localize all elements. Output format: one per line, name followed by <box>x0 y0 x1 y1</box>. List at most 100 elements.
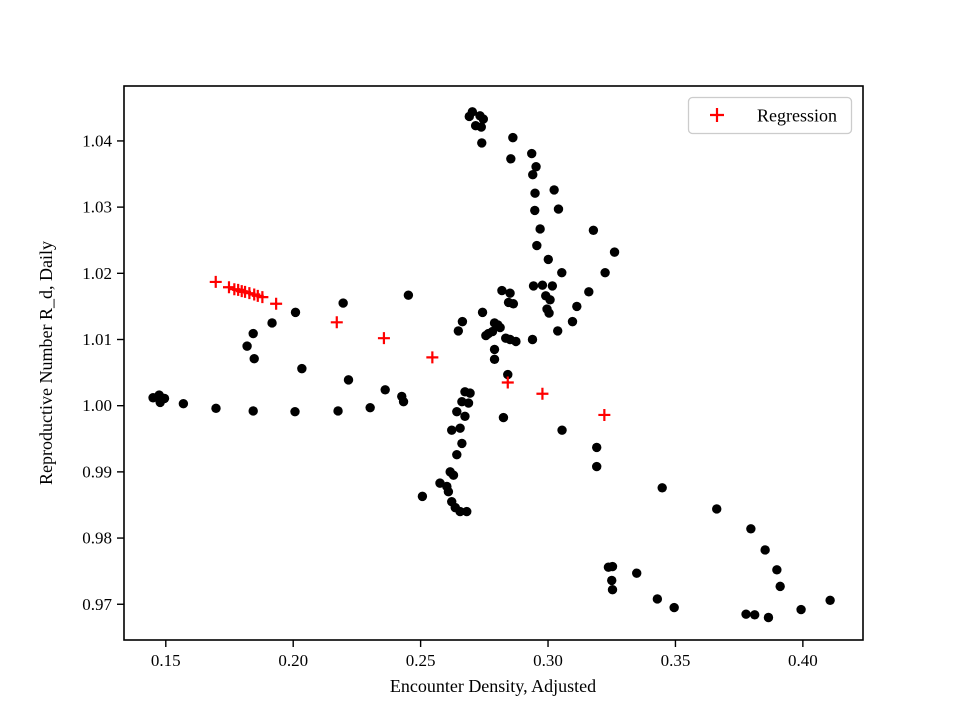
y-tick-label: 1.00 <box>82 396 112 415</box>
data-point <box>290 307 301 318</box>
data-point <box>464 111 474 122</box>
data-point <box>178 399 189 409</box>
data-point <box>544 308 554 318</box>
data-point <box>457 438 467 449</box>
data-point <box>669 602 679 613</box>
data-point <box>448 470 459 480</box>
data-point <box>452 449 462 460</box>
regression-plus-marker <box>256 291 269 304</box>
regression-plus-marker <box>426 351 439 364</box>
legend: Regression <box>687 96 853 135</box>
data-point <box>607 575 617 586</box>
data-point <box>796 604 806 615</box>
data-point <box>455 423 465 433</box>
series-points <box>148 107 835 623</box>
data-point <box>477 307 488 318</box>
data-point <box>476 122 486 132</box>
data-point <box>609 247 620 257</box>
data-point <box>567 316 578 327</box>
data-point <box>530 205 540 216</box>
regression-plus-marker <box>330 316 343 329</box>
data-point <box>749 610 760 620</box>
data-point <box>547 281 558 291</box>
data-point <box>712 504 722 514</box>
x-axis-label: Encounter Density, Adjusted <box>390 676 596 696</box>
data-point <box>495 322 505 333</box>
series-Regression <box>209 275 611 421</box>
regression-plus-marker <box>536 387 549 400</box>
data-point <box>478 114 489 124</box>
data-point <box>463 398 474 408</box>
data-point <box>600 267 610 278</box>
data-point <box>455 506 465 517</box>
data-point <box>588 225 599 235</box>
data-point <box>543 254 553 265</box>
y-tick-label: 1.03 <box>82 198 112 217</box>
data-point <box>572 301 582 312</box>
data-point <box>417 491 428 502</box>
data-point <box>746 524 756 534</box>
x-tick-label: 0.20 <box>278 651 308 670</box>
x-tick-label: 0.35 <box>661 651 691 670</box>
data-point <box>267 318 277 328</box>
x-tick-label: 0.30 <box>533 651 563 670</box>
data-point <box>465 388 475 398</box>
x-tick-label: 0.40 <box>788 651 818 670</box>
data-point <box>481 330 491 341</box>
data-point <box>343 375 354 385</box>
data-point <box>211 403 221 414</box>
data-point <box>505 288 515 298</box>
data-point <box>775 581 785 592</box>
data-point <box>365 402 375 413</box>
series-observations <box>148 107 835 623</box>
data-point <box>242 341 252 351</box>
data-point <box>497 285 507 296</box>
data-point <box>553 326 563 336</box>
data-point <box>553 204 564 214</box>
data-point <box>657 483 667 493</box>
data-point <box>489 344 500 355</box>
data-point <box>508 299 519 309</box>
regression-plus-marker <box>501 376 514 389</box>
data-point <box>535 224 545 234</box>
data-point <box>511 336 521 347</box>
data-point <box>825 595 835 605</box>
legend-plus-marker-icon <box>710 108 724 122</box>
regression-plus-marker <box>222 281 235 294</box>
legend-box <box>687 96 853 135</box>
data-point <box>398 397 409 407</box>
data-point <box>760 545 770 555</box>
y-tick-label: 0.97 <box>82 595 112 614</box>
data-point <box>584 287 594 297</box>
data-point <box>527 148 537 159</box>
y-tick-label: 1.02 <box>82 264 112 283</box>
data-point <box>477 138 487 148</box>
data-point <box>453 326 464 336</box>
y-tick-label: 0.98 <box>82 529 112 548</box>
data-point <box>506 154 516 164</box>
data-point <box>248 328 258 339</box>
data-point <box>447 425 457 435</box>
data-point <box>462 506 472 517</box>
data-point <box>333 406 343 416</box>
data-point <box>763 612 774 623</box>
legend-label: Regression <box>757 106 837 126</box>
data-point <box>557 267 567 278</box>
data-point <box>489 354 500 365</box>
x-tick-label: 0.25 <box>406 651 436 670</box>
data-point <box>297 363 307 374</box>
data-point <box>549 185 559 195</box>
data-point <box>592 442 602 453</box>
data-point <box>498 412 509 423</box>
data-point <box>545 295 555 305</box>
axes-spines <box>123 85 864 641</box>
data-point <box>530 188 540 198</box>
data-point <box>532 240 542 251</box>
data-point <box>528 169 538 180</box>
data-point <box>338 298 348 308</box>
regression-plus-marker <box>209 275 222 288</box>
data-point <box>652 594 663 604</box>
data-point <box>592 461 602 472</box>
